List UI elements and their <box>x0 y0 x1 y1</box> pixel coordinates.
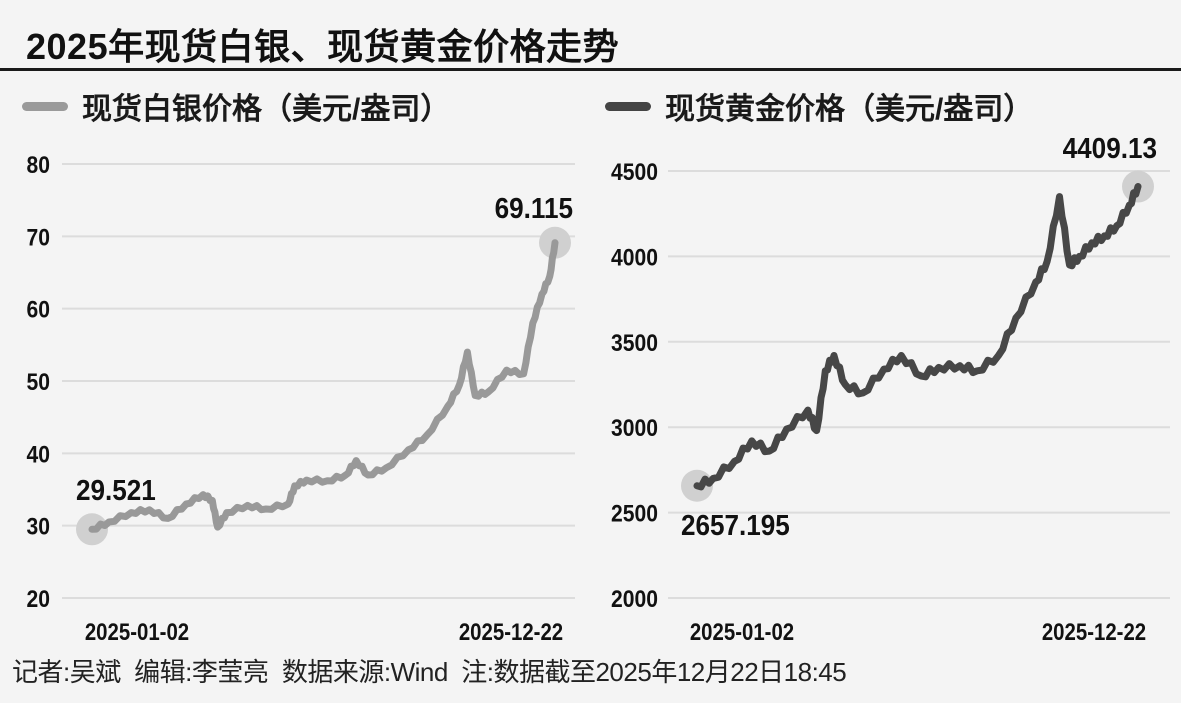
silver-y-tick-label: 80 <box>27 152 50 179</box>
gold-y-tick-label: 4000 <box>611 244 658 271</box>
silver-start-value-label: 29.521 <box>76 474 156 507</box>
gold-x-tick-end: 2025-12-22 <box>1042 618 1146 645</box>
page-title: 2025年现货白银、现货黄金价格走势 <box>26 26 620 67</box>
gold-y-tick-label: 2000 <box>611 586 658 613</box>
gold-legend-label: 现货黄金价格（美元/盎司） <box>665 93 1034 126</box>
gold-legend-swatch-icon <box>605 101 651 111</box>
gold-y-tick-label: 3500 <box>611 330 658 357</box>
silver-y-tick-label: 60 <box>27 296 50 323</box>
gold-legend: 现货黄金价格（美元/盎司） <box>605 84 1033 128</box>
silver-y-tick-label: 40 <box>27 441 50 468</box>
gold-y-tick-label: 3000 <box>611 415 658 442</box>
silver-legend: 现货白银价格（美元/盎司） <box>22 84 450 128</box>
silver-chart: 80 70 60 50 40 30 20 2025-01-02 2025-12-22 29.521… <box>27 152 575 645</box>
silver-x-tick-end: 2025-12-22 <box>459 618 563 645</box>
gold-price-line <box>693 183 1142 491</box>
silver-y-tick-label: 70 <box>27 224 50 251</box>
silver-y-tick-label: 50 <box>27 369 50 396</box>
silver-legend-swatch-icon <box>22 101 68 111</box>
gold-x-tick-start: 2025-01-02 <box>690 618 794 645</box>
title-divider <box>0 68 1181 71</box>
silver-end-value-label: 69.115 <box>495 192 573 225</box>
silver-legend-label: 现货白银价格（美元/盎司） <box>82 93 451 126</box>
silver-y-tick-label: 30 <box>27 513 50 540</box>
gold-chart: 4500 4000 3500 3000 2500 2000 2025-01-02 2025-1… <box>611 132 1170 645</box>
credits-footer: 记者:吴斌 编辑:李莹亮 数据来源:Wind 注:数据截至2025年12月22日… <box>12 657 847 687</box>
gold-end-value-label: 4409.13 <box>1063 132 1157 165</box>
gold-y-tick-label: 2500 <box>611 500 658 527</box>
gold-start-value-label: 2657.195 <box>681 509 790 542</box>
silver-y-tick-label: 20 <box>27 586 50 613</box>
silver-price-line <box>88 239 559 533</box>
silver-x-tick-start: 2025-01-02 <box>85 618 189 645</box>
gold-y-tick-label: 4500 <box>611 159 658 186</box>
